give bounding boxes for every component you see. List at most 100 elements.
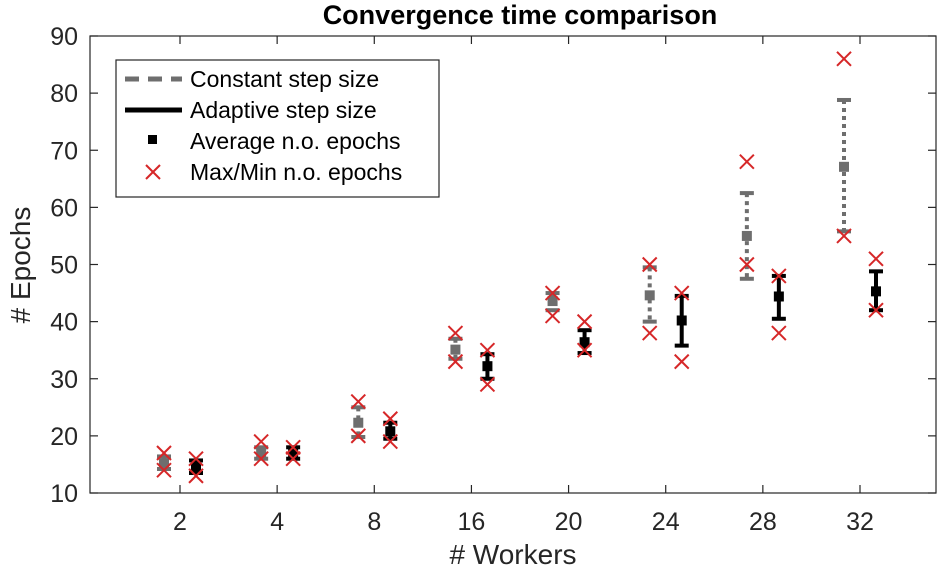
average-marker-adaptive (871, 286, 881, 297)
legend-swatch-maxmin (145, 164, 161, 180)
average-marker-adaptive (773, 291, 784, 302)
y-axis-label: # Epochs (5, 207, 36, 324)
average-marker-constant (256, 448, 267, 459)
cross-stroke (544, 308, 561, 324)
average-marker-adaptive (676, 315, 687, 326)
min-marker-constant (739, 256, 755, 273)
cross-stroke (642, 325, 658, 341)
cross-stroke (836, 228, 852, 244)
min-marker-adaptive (188, 468, 204, 484)
average-marker-constant (839, 161, 849, 172)
cross-stroke (253, 433, 269, 450)
min-marker-constant (156, 462, 172, 478)
plot-area (156, 51, 884, 484)
chart-title: Convergence time comparison (323, 0, 718, 30)
legend-label-average: Average n.o. epochs (190, 128, 401, 154)
cross-stroke (544, 285, 561, 301)
max-marker-adaptive (285, 439, 301, 456)
min-marker-constant (544, 308, 561, 324)
y-tick-label: 30 (50, 366, 78, 394)
legend-label-maxmin: Max/Min n.o. epochs (190, 159, 402, 185)
cross-stroke (447, 325, 464, 341)
min-marker-adaptive (576, 342, 593, 358)
x-tick-label: 20 (555, 508, 583, 536)
min-marker-constant (447, 353, 464, 370)
max-marker-constant (739, 153, 755, 170)
average-marker-constant (159, 458, 169, 469)
max-marker-constant (350, 393, 366, 410)
max-marker-adaptive (382, 411, 398, 427)
cross-stroke (253, 451, 269, 467)
cross-stroke (868, 302, 884, 318)
cross-stroke (868, 251, 884, 267)
y-tick-label: 80 (50, 80, 78, 108)
average-marker-adaptive (579, 337, 590, 348)
average-marker-adaptive (288, 448, 299, 459)
min-marker-adaptive (771, 325, 787, 341)
y-tick-label: 10 (50, 480, 78, 508)
max-marker-constant (642, 256, 658, 273)
cross-stroke (576, 342, 593, 358)
cross-stroke (382, 433, 398, 450)
max-marker-adaptive (674, 285, 690, 301)
min-marker-adaptive (479, 376, 496, 393)
max-marker-adaptive (771, 268, 787, 284)
average-marker-adaptive (385, 426, 396, 437)
cross-stroke (771, 325, 787, 341)
cross-stroke (674, 285, 690, 301)
x-tick-label: 8 (367, 508, 381, 536)
average-marker-constant (450, 344, 461, 355)
cross-stroke (674, 353, 690, 370)
cross-stroke (350, 393, 366, 410)
max-marker-adaptive (188, 451, 204, 467)
legend: Constant step size Adaptive step size Av… (115, 59, 440, 198)
min-marker-constant (642, 325, 658, 341)
min-marker-constant (836, 228, 852, 244)
min-marker-adaptive (285, 451, 301, 467)
cross-stroke (479, 376, 496, 393)
cross-stroke (188, 451, 204, 467)
cross-stroke (285, 451, 301, 467)
cross-stroke (382, 411, 398, 427)
max-marker-adaptive (479, 342, 496, 358)
cross-stroke (739, 153, 755, 170)
max-marker-constant (836, 51, 852, 67)
cross-stroke (285, 439, 301, 456)
y-tick-label: 20 (50, 423, 78, 451)
y-tick-label: 50 (50, 252, 78, 280)
max-marker-adaptive (576, 313, 593, 330)
x-tick-label: 24 (652, 508, 680, 536)
cross-stroke (156, 445, 172, 461)
cross-stroke (479, 342, 496, 358)
x-tick-label: 2 (173, 508, 187, 536)
max-marker-adaptive (868, 251, 884, 267)
max-marker-constant (253, 433, 269, 450)
y-tick-label: 70 (50, 137, 78, 165)
min-marker-adaptive (868, 302, 884, 318)
average-marker-adaptive (482, 361, 493, 372)
cross-stroke (350, 428, 366, 444)
legend-box (115, 59, 440, 198)
legend-label-adaptive: Adaptive step size (190, 97, 377, 123)
average-marker-constant (353, 417, 364, 428)
cross-stroke (188, 468, 204, 484)
average-marker-adaptive (191, 462, 201, 473)
cross-stroke (576, 313, 593, 330)
legend-swatch-average (148, 135, 157, 144)
x-tick-label: 32 (846, 508, 874, 536)
x-tick-label: 28 (749, 508, 777, 536)
cross-stroke (642, 256, 658, 273)
cross-stroke (836, 51, 852, 67)
legend-label-constant: Constant step size (190, 66, 379, 92)
cross-stroke (156, 462, 172, 478)
max-marker-constant (447, 325, 464, 341)
cross-stroke (447, 353, 464, 370)
average-marker-constant (741, 230, 752, 241)
y-tick-label: 40 (50, 309, 78, 337)
min-marker-adaptive (382, 433, 398, 450)
average-marker-constant (644, 290, 655, 301)
x-tick-label: 4 (270, 508, 284, 536)
max-marker-constant (544, 285, 561, 301)
